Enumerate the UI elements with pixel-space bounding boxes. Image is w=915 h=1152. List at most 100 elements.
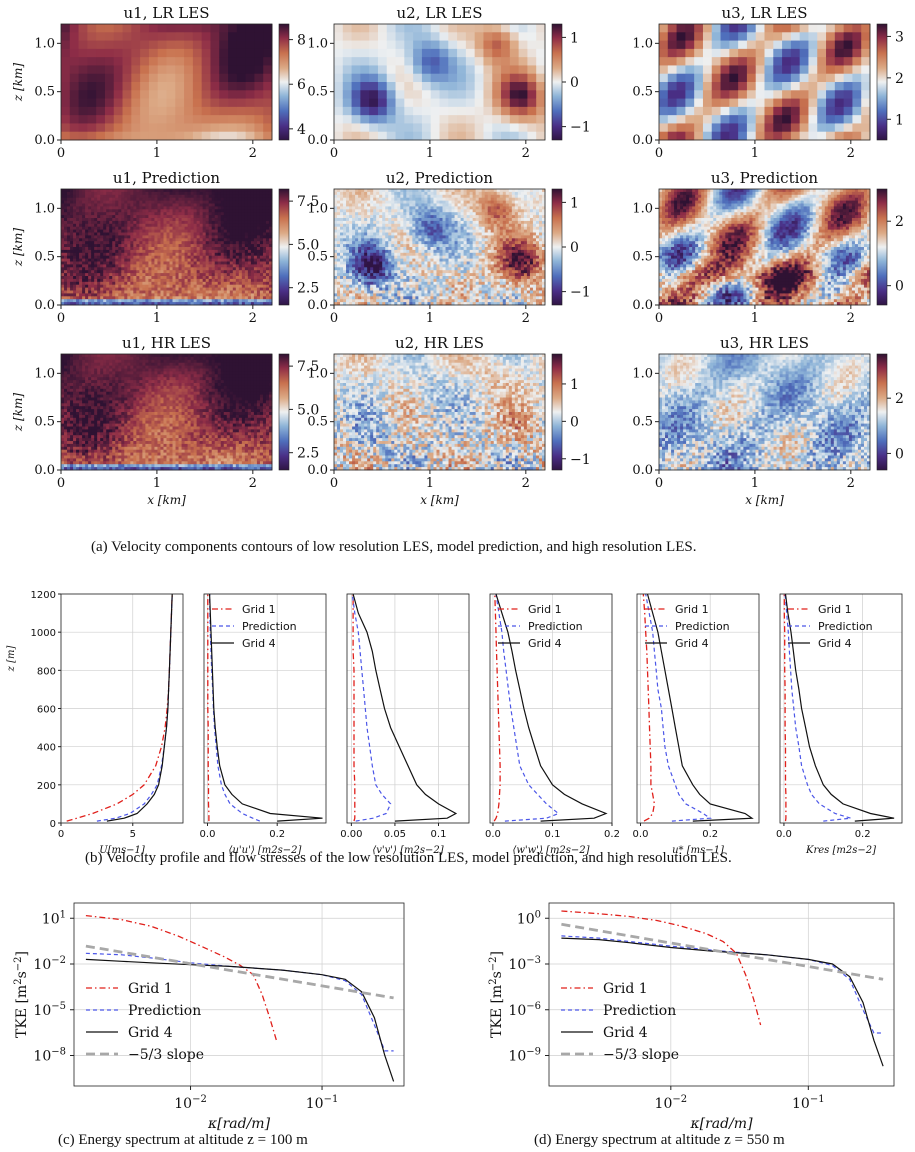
contour-cell [148, 273, 152, 277]
contour-cell [391, 267, 395, 271]
contour-cell [711, 82, 721, 91]
contour-cell [100, 302, 104, 306]
contour-cell [352, 290, 356, 294]
contour-cell [355, 267, 359, 271]
contour-cell [415, 191, 419, 196]
contour-cell [91, 218, 95, 222]
contour-cell [388, 293, 392, 297]
contour-cell [76, 206, 80, 210]
contour-cell [395, 24, 405, 33]
contour-cell [78, 131, 88, 141]
contour-cell [94, 290, 98, 294]
contour-cell [265, 235, 270, 239]
contour-cell [755, 98, 765, 108]
contour-cell [397, 258, 401, 262]
contour-cell [187, 293, 192, 297]
contour-cell [667, 90, 677, 99]
contour-cell [852, 48, 862, 58]
x-tick-label: 0 [57, 146, 65, 161]
contour-cell [184, 278, 188, 283]
contour-cell [181, 247, 185, 251]
contour-cell [667, 123, 677, 133]
contour-cell [136, 276, 140, 280]
contour-cell [223, 218, 228, 222]
contour-cell [483, 115, 493, 124]
contour-cell [70, 191, 74, 196]
contour-cell [103, 276, 107, 280]
contour-cell [229, 191, 234, 196]
contour-cell [518, 98, 528, 108]
contour-cell [210, 32, 220, 41]
contour-cell [130, 247, 134, 251]
contour-cell [208, 218, 213, 222]
contour-cell [211, 215, 216, 219]
contour-cell [236, 57, 247, 66]
contour-cell [118, 281, 122, 286]
contour-cell [130, 189, 134, 193]
contour-cell [112, 235, 116, 239]
contour-cell [355, 209, 359, 213]
contour-cell [148, 241, 152, 245]
contour-cell [190, 189, 195, 193]
contour-cell [483, 40, 493, 50]
contour-cell [115, 290, 119, 294]
contour-cell [406, 200, 410, 204]
contour-cell [145, 302, 149, 306]
contour-cell [163, 226, 167, 230]
contour-cell [79, 299, 83, 303]
contour-cell [340, 293, 344, 297]
contour-cell [232, 229, 237, 233]
contour-cell [196, 273, 201, 277]
contour-cell [140, 115, 150, 124]
contour-cell [142, 270, 146, 274]
contour-cell [720, 106, 730, 116]
contour-cell [226, 270, 231, 274]
contour-cell [106, 238, 110, 242]
contour-cell [97, 223, 101, 228]
contour-cell [334, 290, 338, 294]
contour-cell [397, 226, 401, 230]
contour-cell [136, 302, 140, 306]
contour-cell [73, 215, 77, 219]
contour-cell [755, 24, 765, 33]
contour-cell [373, 299, 377, 303]
contour-cell [94, 258, 98, 262]
contour-cell [193, 270, 198, 274]
contour-cell [232, 191, 237, 196]
contour-cell [659, 115, 669, 124]
contour-cell [85, 197, 89, 201]
contour-cell [373, 270, 377, 274]
contour-cell [196, 223, 201, 228]
contour-cell [211, 241, 216, 245]
contour-cell [64, 229, 68, 233]
contour-cell [139, 215, 143, 219]
contour-cell [262, 270, 267, 274]
contour-cell [190, 229, 195, 233]
contour-cell [214, 238, 219, 242]
contour-cell [61, 115, 71, 124]
contour-cell [100, 194, 104, 199]
contour-cell [124, 278, 128, 283]
contour-cell [394, 203, 398, 207]
contour-cell [112, 229, 116, 233]
contour-cell [343, 296, 347, 300]
contour-cell [67, 296, 71, 300]
contour-cell [403, 203, 407, 207]
contour-cell [409, 249, 413, 254]
contour-cell [386, 57, 396, 66]
contour-cell [109, 235, 113, 239]
contour-cell [364, 218, 368, 222]
contour-cell [103, 273, 107, 277]
contour-cell [355, 249, 359, 254]
contour-cell [397, 189, 401, 193]
contour-cell [250, 226, 255, 230]
contour-cell [115, 255, 119, 259]
contour-cell [382, 238, 386, 242]
contour-cell [131, 90, 141, 99]
contour-cell [106, 220, 110, 225]
contour-cell [373, 212, 377, 216]
contour-cell [861, 32, 871, 41]
contour-cell [349, 215, 353, 219]
contour-cell [151, 290, 155, 294]
contour-cell [166, 284, 170, 288]
